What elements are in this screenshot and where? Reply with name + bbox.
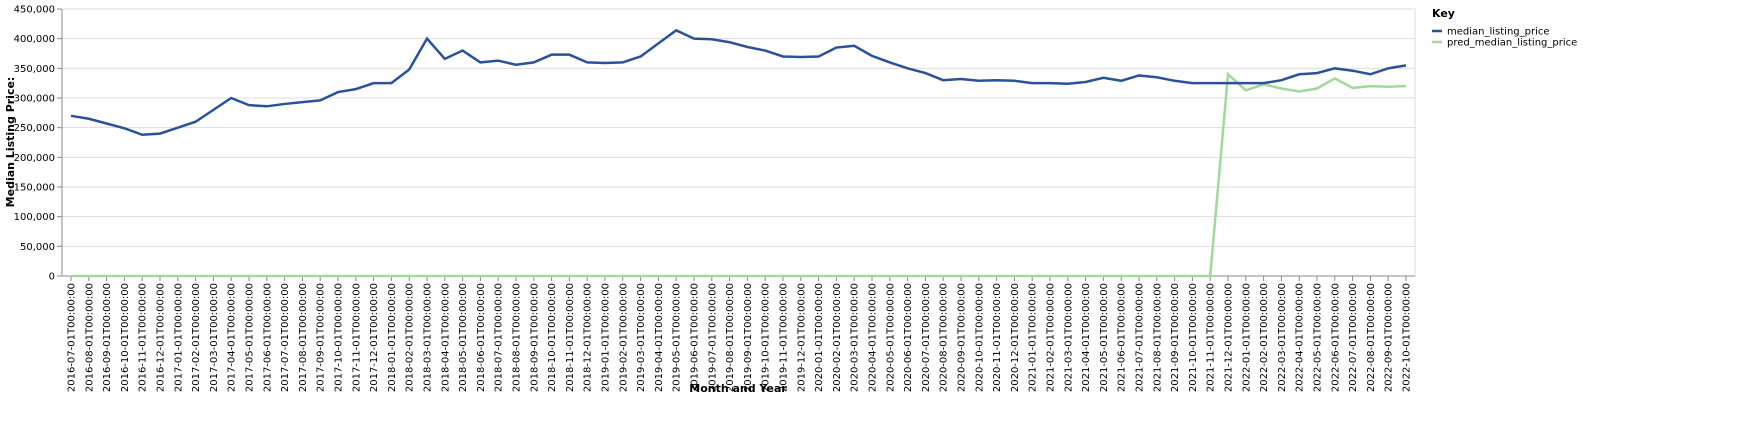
x-tick-label: 2019-11-01T00:00:00: [779, 283, 790, 392]
x-tick-label: 2019-02-01T00:00:00: [618, 283, 629, 392]
x-tick-label: 2020-07-01T00:00:00: [921, 283, 932, 392]
x-tick-label: 2021-10-01T00:00:00: [1188, 283, 1199, 392]
x-tick-label: 2018-03-01T00:00:00: [423, 283, 434, 392]
x-tick-label: 2018-10-01T00:00:00: [547, 283, 558, 392]
x-tick-label: 2022-03-01T00:00:00: [1277, 283, 1288, 392]
x-tick-label: 2018-02-01T00:00:00: [405, 283, 416, 392]
x-tick-label: 2022-07-01T00:00:00: [1348, 283, 1359, 392]
x-tick-label: 2018-01-01T00:00:00: [387, 283, 398, 392]
y-tick-label: 150,000: [14, 183, 55, 194]
x-tick-label: 2020-08-01T00:00:00: [939, 283, 950, 392]
x-tick-label: 2021-07-01T00:00:00: [1135, 283, 1146, 392]
x-tick-label: 2022-01-01T00:00:00: [1241, 283, 1252, 392]
x-tick-label: 2017-05-01T00:00:00: [245, 283, 256, 392]
x-tick-label: 2017-08-01T00:00:00: [298, 283, 309, 392]
x-tick-label: 2019-03-01T00:00:00: [636, 283, 647, 392]
x-tick-label: 2016-12-01T00:00:00: [156, 283, 167, 392]
y-tick-label: 50,000: [20, 242, 55, 253]
x-tick-label: 2021-01-01T00:00:00: [1028, 283, 1039, 392]
x-tick-label: 2019-01-01T00:00:00: [601, 283, 612, 392]
x-tick-label: 2017-03-01T00:00:00: [209, 283, 220, 392]
x-axis-title: Month and Year: [689, 382, 787, 395]
x-tick-label: 2019-07-01T00:00:00: [707, 283, 718, 392]
x-tick-label: 2016-08-01T00:00:00: [84, 283, 95, 392]
x-tick-label: 2020-10-01T00:00:00: [974, 283, 985, 392]
y-tick-label: 200,000: [14, 153, 55, 164]
y-tick-label: 400,000: [14, 34, 55, 45]
y-tick-label: 350,000: [14, 64, 55, 75]
x-tick-label: 2019-06-01T00:00:00: [690, 283, 701, 392]
x-tick-label: 2022-04-01T00:00:00: [1295, 283, 1306, 392]
x-tick-label: 2020-06-01T00:00:00: [903, 283, 914, 392]
x-tick-label: 2017-04-01T00:00:00: [227, 283, 238, 392]
legend-title: Key: [1432, 7, 1455, 20]
x-tick-label: 2020-04-01T00:00:00: [868, 283, 879, 392]
x-tick-label: 2018-09-01T00:00:00: [529, 283, 540, 392]
x-tick-label: 2019-10-01T00:00:00: [761, 283, 772, 392]
x-tick-label: 2019-08-01T00:00:00: [725, 283, 736, 392]
x-tick-label: 2020-03-01T00:00:00: [850, 283, 861, 392]
x-tick-label: 2019-04-01T00:00:00: [654, 283, 665, 392]
x-tick-label: 2018-04-01T00:00:00: [440, 283, 451, 392]
x-tick-label: 2016-09-01T00:00:00: [102, 283, 113, 392]
x-tick-label: 2016-11-01T00:00:00: [138, 283, 149, 392]
x-tick-label: 2019-05-01T00:00:00: [672, 283, 683, 392]
x-tick-label: 2019-12-01T00:00:00: [796, 283, 807, 392]
x-tick-label: 2016-07-01T00:00:00: [67, 283, 78, 392]
x-tick-label: 2017-01-01T00:00:00: [173, 283, 184, 392]
x-tick-label: 2022-05-01T00:00:00: [1313, 283, 1324, 392]
x-tick-label: 2018-08-01T00:00:00: [512, 283, 523, 392]
x-tick-label: 2017-09-01T00:00:00: [316, 283, 327, 392]
x-tick-label: 2022-10-01T00:00:00: [1402, 283, 1413, 392]
x-tick-label: 2020-02-01T00:00:00: [832, 283, 843, 392]
legend-label: pred_median_listing_price: [1447, 38, 1577, 49]
x-tick-label: 2020-12-01T00:00:00: [1010, 283, 1021, 392]
x-tick-label: 2021-09-01T00:00:00: [1170, 283, 1181, 392]
plot-frame: [61, 8, 1416, 277]
x-tick-label: 2020-01-01T00:00:00: [814, 283, 825, 392]
x-tick-label: 2022-09-01T00:00:00: [1384, 283, 1395, 392]
x-tick-label: 2021-11-01T00:00:00: [1206, 283, 1217, 392]
x-tick-label: 2022-08-01T00:00:00: [1366, 283, 1377, 392]
x-tick-label: 2018-06-01T00:00:00: [476, 283, 487, 392]
series-line: [70, 28, 1407, 137]
x-tick-label: 2017-06-01T00:00:00: [262, 283, 273, 392]
x-tick-label: 2017-11-01T00:00:00: [351, 283, 362, 392]
y-tick-label: 0: [49, 272, 55, 283]
y-tick-label: 250,000: [14, 123, 55, 134]
x-tick-label: 2018-05-01T00:00:00: [458, 283, 469, 392]
x-tick-label: 2018-12-01T00:00:00: [583, 283, 594, 392]
x-tick-label: 2017-07-01T00:00:00: [280, 283, 291, 392]
x-tick-label: 2021-06-01T00:00:00: [1117, 283, 1128, 392]
legend-label: median_listing_price: [1447, 27, 1550, 38]
x-tick-label: 2021-04-01T00:00:00: [1081, 283, 1092, 392]
x-tick-label: 2019-09-01T00:00:00: [743, 283, 754, 392]
y-tick-label: 100,000: [14, 212, 55, 223]
x-tick-label: 2021-08-01T00:00:00: [1152, 283, 1163, 392]
x-tick-label: 2021-12-01T00:00:00: [1224, 283, 1235, 392]
y-tick-label: 450,000: [14, 5, 55, 16]
y-axis-title: Median Listing Price:: [4, 77, 17, 208]
x-tick-label: 2017-12-01T00:00:00: [369, 283, 380, 392]
x-tick-label: 2021-03-01T00:00:00: [1063, 283, 1074, 392]
series-line: [71, 71, 1407, 278]
x-tick-label: 2018-07-01T00:00:00: [494, 283, 505, 392]
x-tick-label: 2017-02-01T00:00:00: [191, 283, 202, 392]
x-tick-label: 2022-06-01T00:00:00: [1330, 283, 1341, 392]
x-tick-label: 2021-02-01T00:00:00: [1046, 283, 1057, 392]
x-tick-label: 2016-10-01T00:00:00: [120, 283, 131, 392]
x-tick-label: 2022-02-01T00:00:00: [1259, 283, 1270, 392]
x-tick-label: 2020-11-01T00:00:00: [992, 283, 1003, 392]
y-tick-label: 300,000: [14, 94, 55, 105]
x-tick-label: 2017-10-01T00:00:00: [334, 283, 345, 392]
x-tick-label: 2020-09-01T00:00:00: [957, 283, 968, 392]
x-tick-label: 2018-11-01T00:00:00: [565, 283, 576, 392]
x-tick-label: 2020-05-01T00:00:00: [885, 283, 896, 392]
x-tick-label: 2021-05-01T00:00:00: [1099, 283, 1110, 392]
